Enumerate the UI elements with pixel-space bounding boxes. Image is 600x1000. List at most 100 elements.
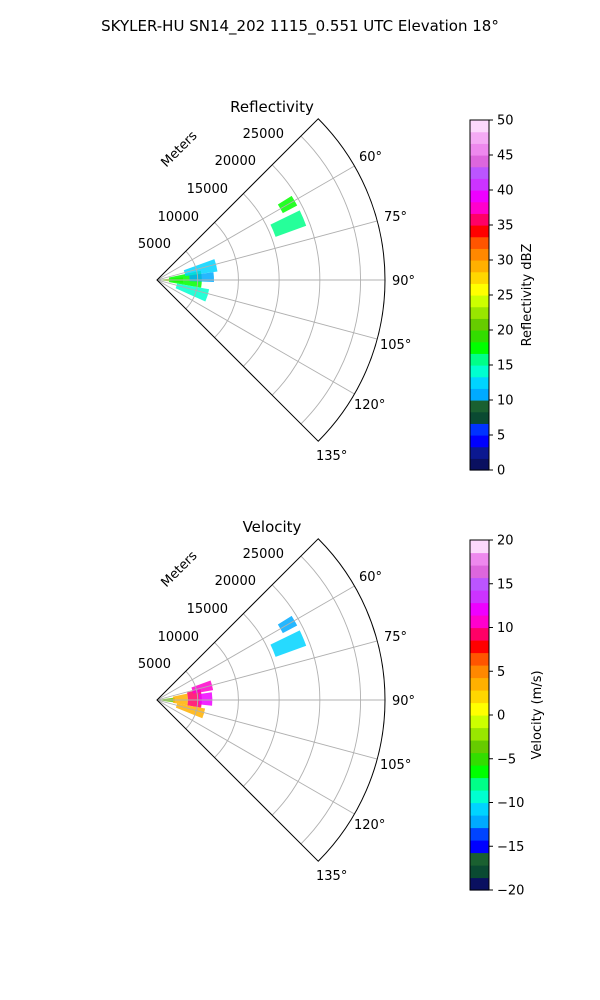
velocity-azimuth-line xyxy=(156,699,355,815)
reflectivity-angle-tick: 105° xyxy=(380,338,411,353)
reflectivity-colorbar-tick-label: 30 xyxy=(497,254,514,269)
reflectivity-colorbar-swatch xyxy=(470,435,489,448)
velocity-colorbar-swatch xyxy=(470,777,489,791)
reflectivity-colorbar-ticks: 0 5 10 15 20 25 30 35 40 45 50 xyxy=(489,114,514,479)
reflectivity-echoes xyxy=(157,195,307,302)
velocity-colorbar-tick-label: −20 xyxy=(497,884,524,899)
reflectivity-echo-region xyxy=(175,283,210,302)
velocity-echo-region xyxy=(191,680,214,694)
reflectivity-angle-ticks: 60° 75° 90° 105° 120° 135° xyxy=(316,150,415,464)
reflectivity-panel: Reflectivity Meters 5000 10000 15000 200… xyxy=(138,98,535,479)
reflectivity-colorbar-swatch xyxy=(470,283,489,296)
reflectivity-colorbar-swatch xyxy=(470,318,489,331)
reflectivity-radial-tick: 15000 xyxy=(187,182,228,197)
velocity-panel: Velocity Meters 5000 10000 15000 20000 2… xyxy=(138,518,545,899)
reflectivity-colorbar-tick-label: 10 xyxy=(497,394,514,409)
reflectivity-radial-axis-label: Meters xyxy=(159,128,201,170)
reflectivity-radial-tick: 5000 xyxy=(138,237,171,252)
velocity-colorbar-swatch xyxy=(470,840,489,854)
velocity-colorbar-swatch xyxy=(470,552,489,566)
velocity-colorbar-tick-label: 20 xyxy=(497,534,514,549)
reflectivity-colorbar-label: Reflectivity dBZ xyxy=(520,244,535,347)
reflectivity-echo-region xyxy=(183,259,218,277)
reflectivity-colorbar-swatch xyxy=(470,423,489,436)
reflectivity-colorbar-tick-label: 5 xyxy=(497,429,505,444)
figure-title: SKYLER-HU SN14_202 1115_0.551 UTC Elevat… xyxy=(101,17,499,36)
reflectivity-radial-tick: 20000 xyxy=(215,154,256,169)
reflectivity-radial-tick: 25000 xyxy=(243,127,284,142)
velocity-colorbar-tick-label: −10 xyxy=(497,796,524,811)
velocity-colorbar-swatch xyxy=(470,665,489,679)
velocity-angle-tick: 60° xyxy=(359,570,382,585)
velocity-colorbar-swatch xyxy=(470,752,489,766)
reflectivity-colorbar-tick-label: 25 xyxy=(497,289,514,304)
reflectivity-colorbar-swatch xyxy=(470,120,489,133)
reflectivity-echo-region xyxy=(270,210,307,237)
velocity-colorbar-tick-label: −15 xyxy=(497,840,524,855)
reflectivity-colorbar: 0 5 10 15 20 25 30 35 40 45 50 Reflectivity dBZ xyxy=(469,114,535,479)
reflectivity-echo-region xyxy=(189,272,214,282)
velocity-colorbar-swatch xyxy=(470,740,489,754)
reflectivity-colorbar-tick-label: 40 xyxy=(497,184,514,199)
reflectivity-colorbar-swatch xyxy=(470,458,489,471)
reflectivity-azimuth-line xyxy=(156,279,355,395)
velocity-azimuth-line xyxy=(156,585,355,701)
velocity-azimuth-line xyxy=(156,640,378,701)
reflectivity-colorbar-swatch xyxy=(470,166,489,179)
reflectivity-colorbar-swatch xyxy=(470,260,489,273)
velocity-colorbar-swatch xyxy=(470,865,489,879)
velocity-angle-ticks: 60° 75° 90° 105° 120° 135° xyxy=(316,570,415,884)
velocity-colorbar-swatch xyxy=(470,802,489,816)
reflectivity-plot-title: Reflectivity xyxy=(230,98,314,116)
reflectivity-radial-tick: 10000 xyxy=(158,210,199,225)
reflectivity-angle-tick: 120° xyxy=(354,398,385,413)
velocity-colorbar-swatches xyxy=(470,540,489,891)
velocity-colorbar-swatch xyxy=(470,790,489,804)
reflectivity-colorbar-swatch xyxy=(470,341,489,354)
reflectivity-colorbar-tick-label: 35 xyxy=(497,219,514,234)
reflectivity-colorbar-swatch xyxy=(470,271,489,284)
velocity-colorbar-tick-label: 10 xyxy=(497,621,514,636)
reflectivity-colorbar-swatch xyxy=(470,388,489,401)
velocity-colorbar-swatch xyxy=(470,590,489,604)
reflectivity-colorbar-swatch xyxy=(470,330,489,343)
reflectivity-angle-tick: 60° xyxy=(359,150,382,165)
velocity-colorbar-tick-label: 0 xyxy=(497,709,505,724)
velocity-colorbar-swatch xyxy=(470,727,489,741)
velocity-colorbar-swatch xyxy=(470,815,489,829)
velocity-radial-tick: 15000 xyxy=(187,602,228,617)
reflectivity-colorbar-tick-label: 0 xyxy=(497,464,505,479)
reflectivity-colorbar-swatch xyxy=(470,400,489,413)
velocity-radial-tick: 5000 xyxy=(138,657,171,672)
velocity-colorbar-swatch xyxy=(470,827,489,841)
reflectivity-colorbar-swatch xyxy=(470,365,489,378)
reflectivity-polar-grid xyxy=(156,118,386,442)
velocity-colorbar-swatch xyxy=(470,540,489,554)
velocity-colorbar-swatch xyxy=(470,852,489,866)
velocity-colorbar-swatch xyxy=(470,627,489,641)
reflectivity-colorbar-swatch xyxy=(470,178,489,191)
velocity-radial-axis-label: Meters xyxy=(159,548,201,590)
reflectivity-colorbar-swatch xyxy=(470,236,489,249)
reflectivity-colorbar-swatches xyxy=(470,120,489,471)
reflectivity-angle-tick: 75° xyxy=(384,210,407,225)
reflectivity-colorbar-swatch xyxy=(470,295,489,308)
velocity-radial-tick: 10000 xyxy=(158,630,199,645)
reflectivity-azimuth-line xyxy=(156,220,378,281)
reflectivity-colorbar-tick-label: 15 xyxy=(497,359,514,374)
velocity-colorbar-swatch xyxy=(470,702,489,716)
velocity-angle-tick: 120° xyxy=(354,818,385,833)
velocity-colorbar-swatch xyxy=(470,640,489,654)
reflectivity-colorbar-swatch xyxy=(470,306,489,319)
reflectivity-colorbar-swatch xyxy=(470,143,489,156)
velocity-radial-tick: 20000 xyxy=(215,574,256,589)
reflectivity-colorbar-swatch xyxy=(470,411,489,424)
velocity-colorbar-swatch xyxy=(470,690,489,704)
velocity-echo-region xyxy=(187,689,202,708)
velocity-angle-tick: 90° xyxy=(392,694,415,709)
velocity-sector-outline xyxy=(156,538,386,862)
velocity-colorbar: −20 −15 −10 −5 0 5 10 15 20 Velocity (m/s) xyxy=(469,534,545,899)
velocity-colorbar-label: Velocity (m/s) xyxy=(530,670,545,759)
reflectivity-colorbar-swatch xyxy=(470,213,489,226)
